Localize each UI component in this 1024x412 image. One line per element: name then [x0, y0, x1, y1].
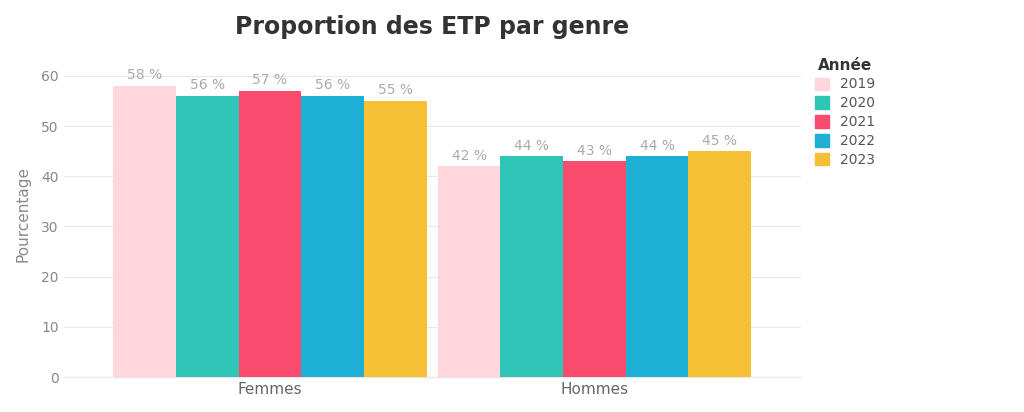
Text: 56 %: 56 %	[315, 78, 350, 92]
Text: 57 %: 57 %	[253, 73, 288, 87]
Bar	[364, 101, 427, 377]
Y-axis label: Pourcentage: Pourcentage	[15, 166, 30, 262]
Bar	[688, 151, 751, 377]
Bar	[114, 86, 176, 377]
Text: 44 %: 44 %	[514, 138, 549, 152]
Text: 44 %: 44 %	[640, 138, 675, 152]
Text: 58 %: 58 %	[127, 68, 162, 82]
Bar	[563, 161, 626, 377]
Bar	[626, 156, 688, 377]
Text: 56 %: 56 %	[189, 78, 225, 92]
Text: 43 %: 43 %	[577, 144, 612, 158]
Bar	[501, 156, 563, 377]
Legend: 2019, 2020, 2021, 2022, 2023: 2019, 2020, 2021, 2022, 2023	[815, 58, 876, 167]
Text: 42 %: 42 %	[452, 149, 486, 163]
Bar	[176, 96, 239, 377]
Bar	[437, 166, 501, 377]
Text: 45 %: 45 %	[702, 133, 737, 147]
Bar	[239, 91, 301, 377]
Title: Proportion des ETP par genre: Proportion des ETP par genre	[236, 15, 629, 39]
Text: 55 %: 55 %	[378, 83, 413, 97]
Bar	[301, 96, 364, 377]
